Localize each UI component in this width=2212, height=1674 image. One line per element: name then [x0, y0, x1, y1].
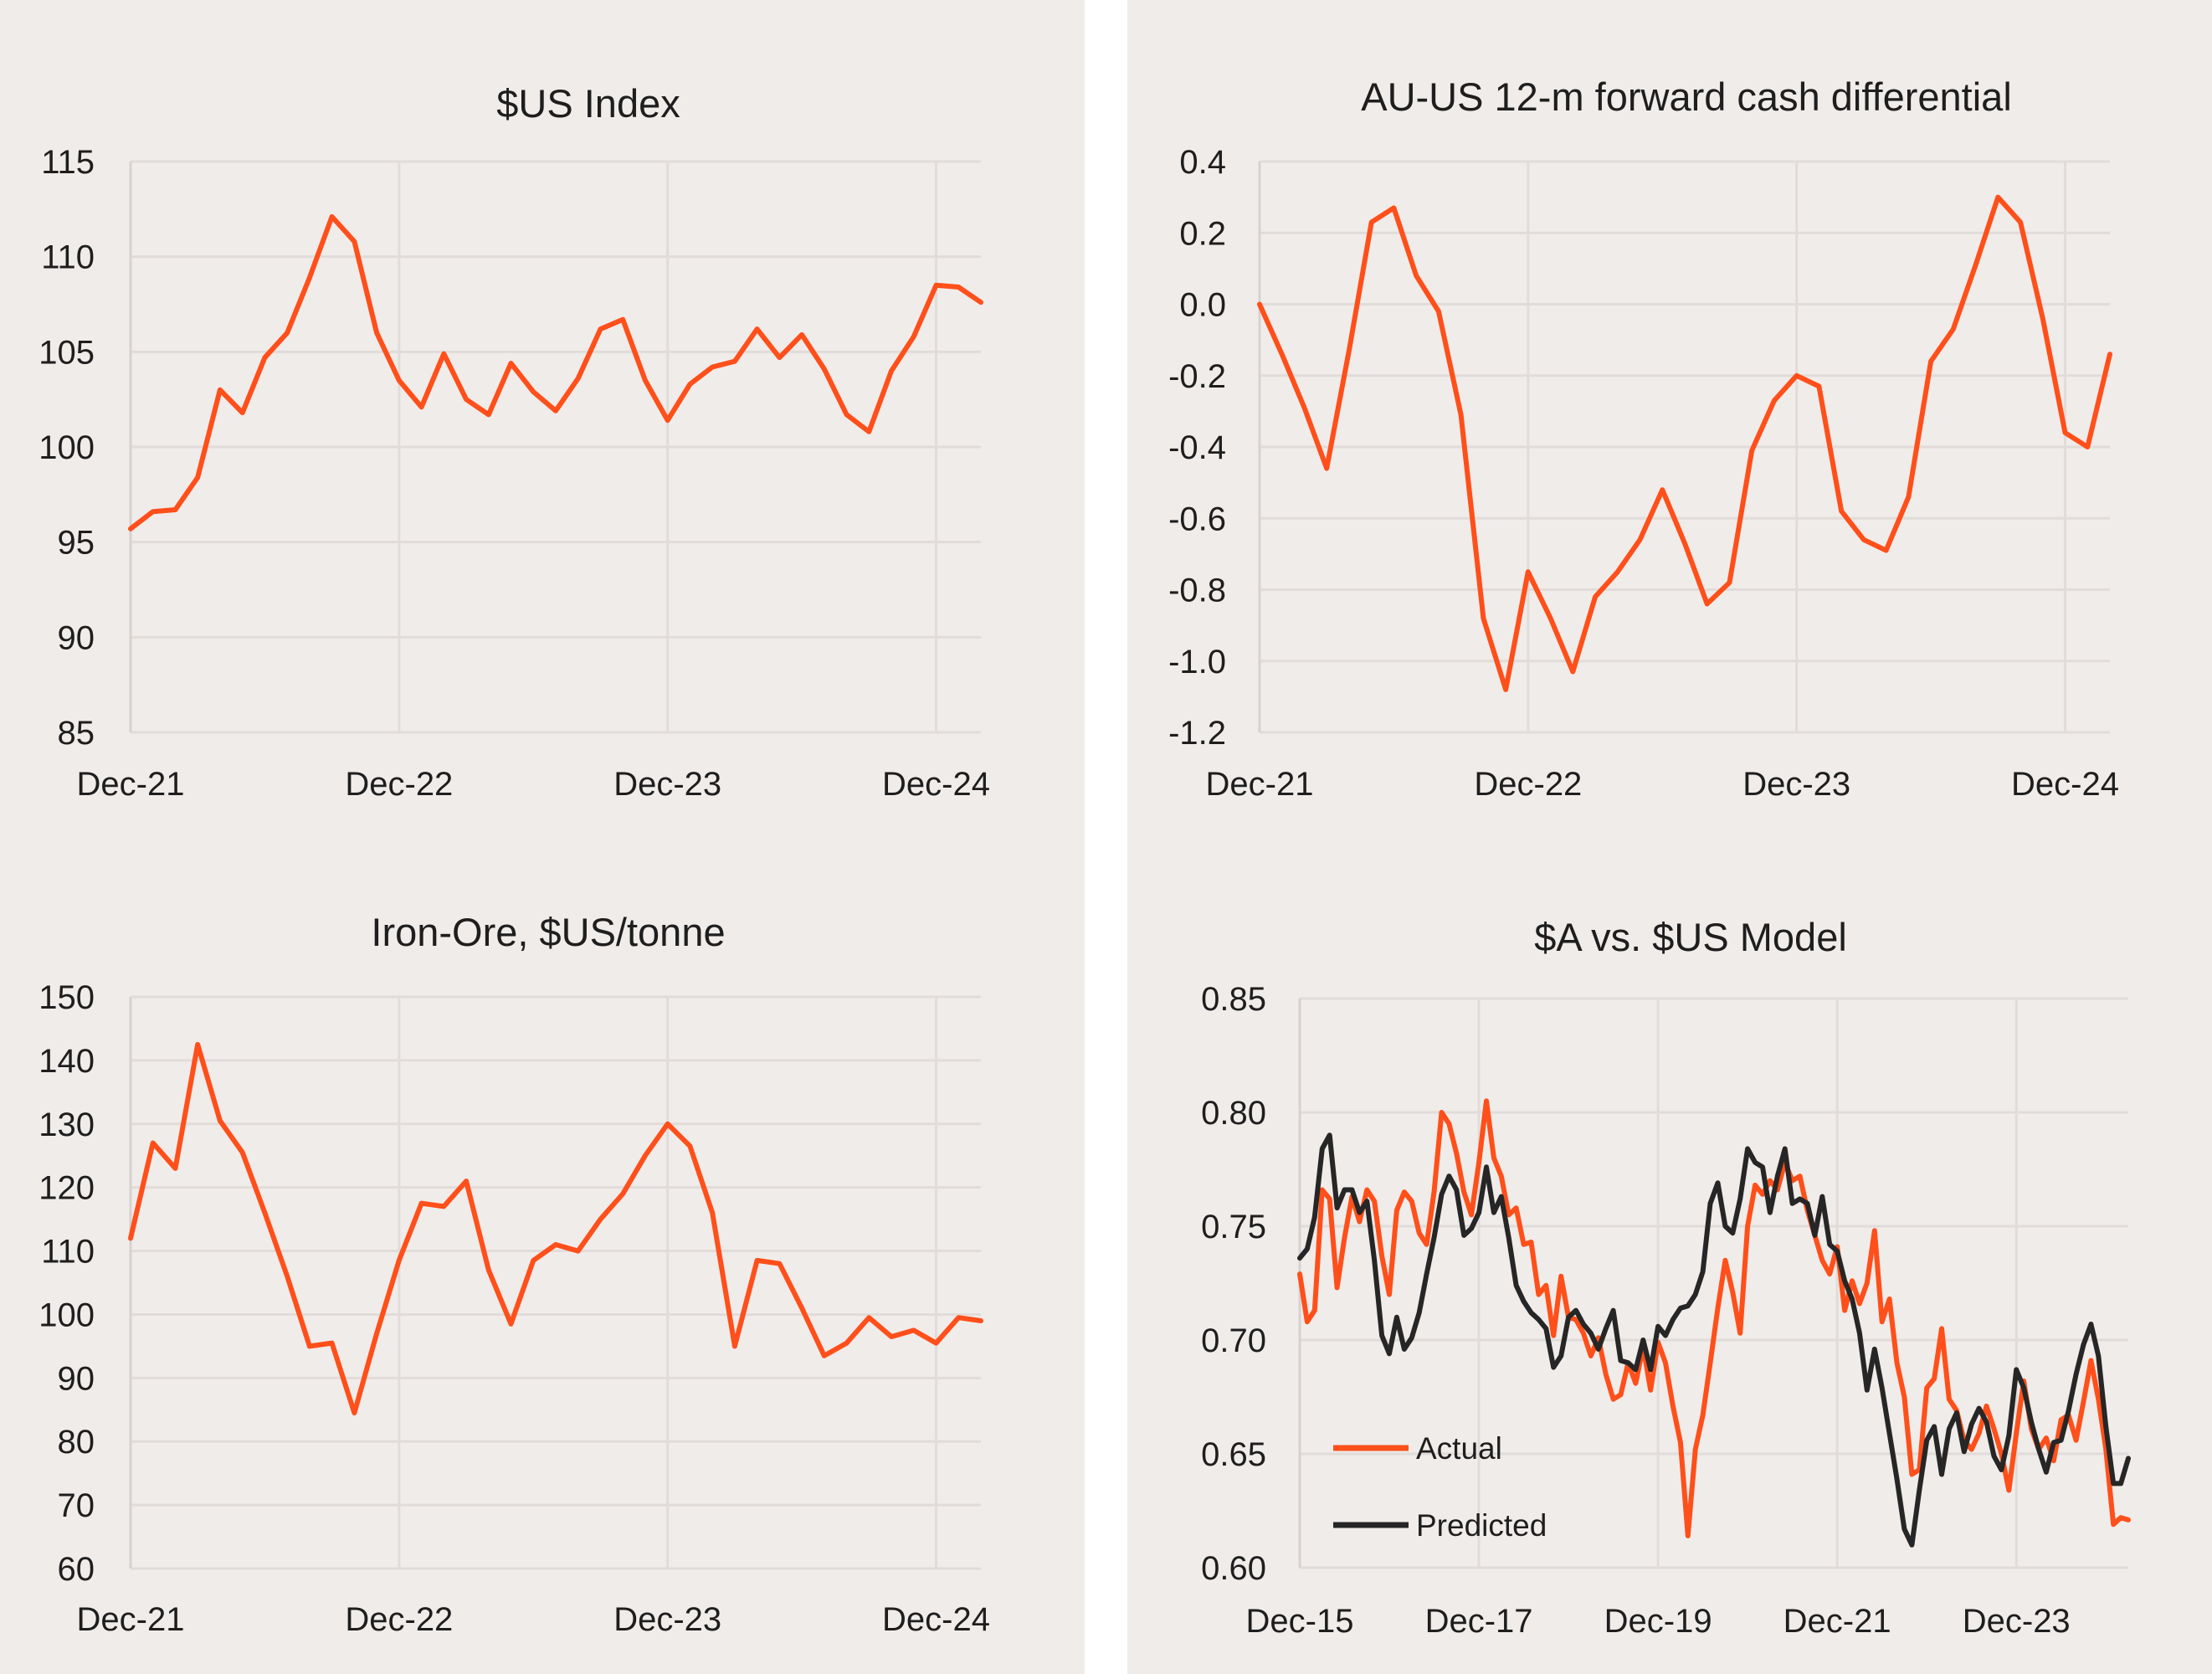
y-tick-label: 0.70: [1201, 1322, 1266, 1359]
y-tick-label: -0.8: [1168, 573, 1226, 609]
series-line-actual: [1297, 1098, 2131, 1538]
y-tick-label: 0.4: [1179, 144, 1226, 181]
y-tick-label: 100: [38, 1297, 95, 1333]
y-tick-label: 0.75: [1201, 1209, 1266, 1245]
x-tick-label: Dec-21: [1783, 1603, 1891, 1640]
gridlines: [129, 995, 981, 1570]
y-tick-label: 130: [38, 1107, 95, 1143]
x-tick-label: Dec-22: [345, 1601, 453, 1638]
y-tick-label: 85: [58, 715, 95, 752]
y-tick-label: 60: [58, 1551, 95, 1588]
y-tick-label: 115: [41, 144, 95, 181]
y-tick-label: 0.85: [1201, 981, 1266, 1018]
x-tick-label: Dec-24: [882, 1601, 990, 1638]
gridlines: [129, 160, 981, 734]
x-tick-label: Dec-21: [1206, 766, 1314, 803]
data-series: [128, 1041, 983, 1416]
y-tick-labels: 0.4 0.2 0.0 -0.2 -0.4 -0.6 -0.8 -1.0 -1.2: [1168, 144, 1226, 752]
y-tick-label: -0.2: [1168, 358, 1226, 395]
data-series: [1257, 194, 2112, 692]
x-tick-labels: Dec-15 Dec-17 Dec-19 Dec-21 Dec-23: [1246, 1603, 2071, 1640]
x-tick-label: Dec-24: [2011, 766, 2119, 803]
chart-title: $US Index: [496, 81, 680, 126]
x-tick-label: Dec-15: [1246, 1603, 1354, 1640]
x-tick-label: Dec-21: [77, 1601, 185, 1638]
y-tick-label: 0.0: [1179, 287, 1226, 324]
y-tick-label: -0.4: [1168, 429, 1226, 466]
x-tick-label: Dec-23: [613, 766, 721, 803]
gridlines: [1258, 160, 2110, 734]
legend-label-actual: Actual: [1416, 1431, 1502, 1466]
chart-panel-au-us-differential: AU-US 12-m forward cash differential 0.4…: [1127, 0, 2212, 837]
chart-panel-usd-index: $US Index 115 110 105 100 95 90 85 Dec-21 Dec-2…: [0, 0, 1085, 837]
y-tick-label: -1.2: [1168, 715, 1226, 752]
y-tick-label: 0.65: [1201, 1436, 1266, 1473]
chart-panel-iron-ore: Iron-Ore, $US/tonne 150 140 130 120 110 100 90…: [0, 837, 1085, 1674]
y-tick-label: 110: [41, 1234, 95, 1271]
y-tick-label: 140: [38, 1043, 95, 1080]
x-tick-labels: Dec-21 Dec-22 Dec-23 Dec-24: [1206, 766, 2119, 803]
y-tick-labels: 0.85 0.80 0.75 0.70 0.65 0.60: [1201, 981, 1266, 1587]
y-tick-label: 105: [38, 334, 95, 371]
aud-usd-model-chart: $A vs. $US Model 0.85 0.80 0.75 0.70 0.65 0.6…: [1201, 915, 2131, 1640]
data-series: [1297, 1098, 2131, 1548]
y-tick-label: 150: [38, 979, 95, 1016]
x-tick-label: Dec-22: [1474, 766, 1582, 803]
y-tick-label: 110: [41, 239, 95, 276]
x-tick-label: Dec-24: [882, 766, 990, 803]
x-tick-label: Dec-22: [345, 766, 453, 803]
x-tick-labels: Dec-21 Dec-22 Dec-23 Dec-24: [77, 766, 990, 803]
y-tick-labels: 150 140 130 120 110 100 90 80 70 60: [38, 979, 95, 1588]
y-tick-label: 90: [58, 619, 95, 656]
data-series: [128, 213, 983, 531]
y-tick-label: 0.60: [1201, 1550, 1266, 1587]
y-tick-label: 70: [58, 1487, 95, 1524]
x-tick-label: Dec-19: [1604, 1603, 1712, 1640]
au-us-differential-chart: AU-US 12-m forward cash differential 0.4…: [1168, 74, 2119, 803]
y-tick-label: 95: [58, 525, 95, 562]
chart-title: Iron-Ore, $US/tonne: [371, 910, 725, 954]
y-tick-label: -1.0: [1168, 644, 1226, 680]
chart-title: $A vs. $US Model: [1534, 915, 1847, 959]
x-tick-label: Dec-17: [1425, 1603, 1533, 1640]
x-tick-label: Dec-23: [1742, 766, 1850, 803]
y-tick-label: 80: [58, 1424, 95, 1461]
series-line: [1257, 194, 2112, 692]
y-tick-label: 0.2: [1179, 215, 1226, 252]
y-tick-label: -0.6: [1168, 501, 1226, 537]
iron-ore-chart: Iron-Ore, $US/tonne 150 140 130 120 110 100 90…: [38, 910, 990, 1638]
y-tick-label: 100: [38, 429, 95, 466]
chart-panel-aud-usd-model: $A vs. $US Model 0.85 0.80 0.75 0.70 0.65 0.6…: [1127, 837, 2212, 1674]
legend: Actual Predicted: [1333, 1431, 1547, 1543]
x-tick-label: Dec-21: [77, 766, 185, 803]
y-tick-label: 0.80: [1201, 1095, 1266, 1132]
series-line-predicted: [1297, 1132, 2131, 1548]
series-line: [128, 213, 983, 531]
y-tick-label: 90: [58, 1360, 95, 1397]
series-line: [128, 1041, 983, 1416]
x-tick-labels: Dec-21 Dec-22 Dec-23 Dec-24: [77, 1601, 990, 1638]
y-tick-labels: 115 110 105 100 95 90 85: [38, 144, 95, 752]
x-tick-label: Dec-23: [613, 1601, 721, 1638]
legend-label-predicted: Predicted: [1416, 1508, 1547, 1543]
x-tick-label: Dec-23: [1963, 1603, 2071, 1640]
y-tick-label: 120: [38, 1170, 95, 1207]
chart-title: AU-US 12-m forward cash differential: [1361, 74, 2012, 119]
